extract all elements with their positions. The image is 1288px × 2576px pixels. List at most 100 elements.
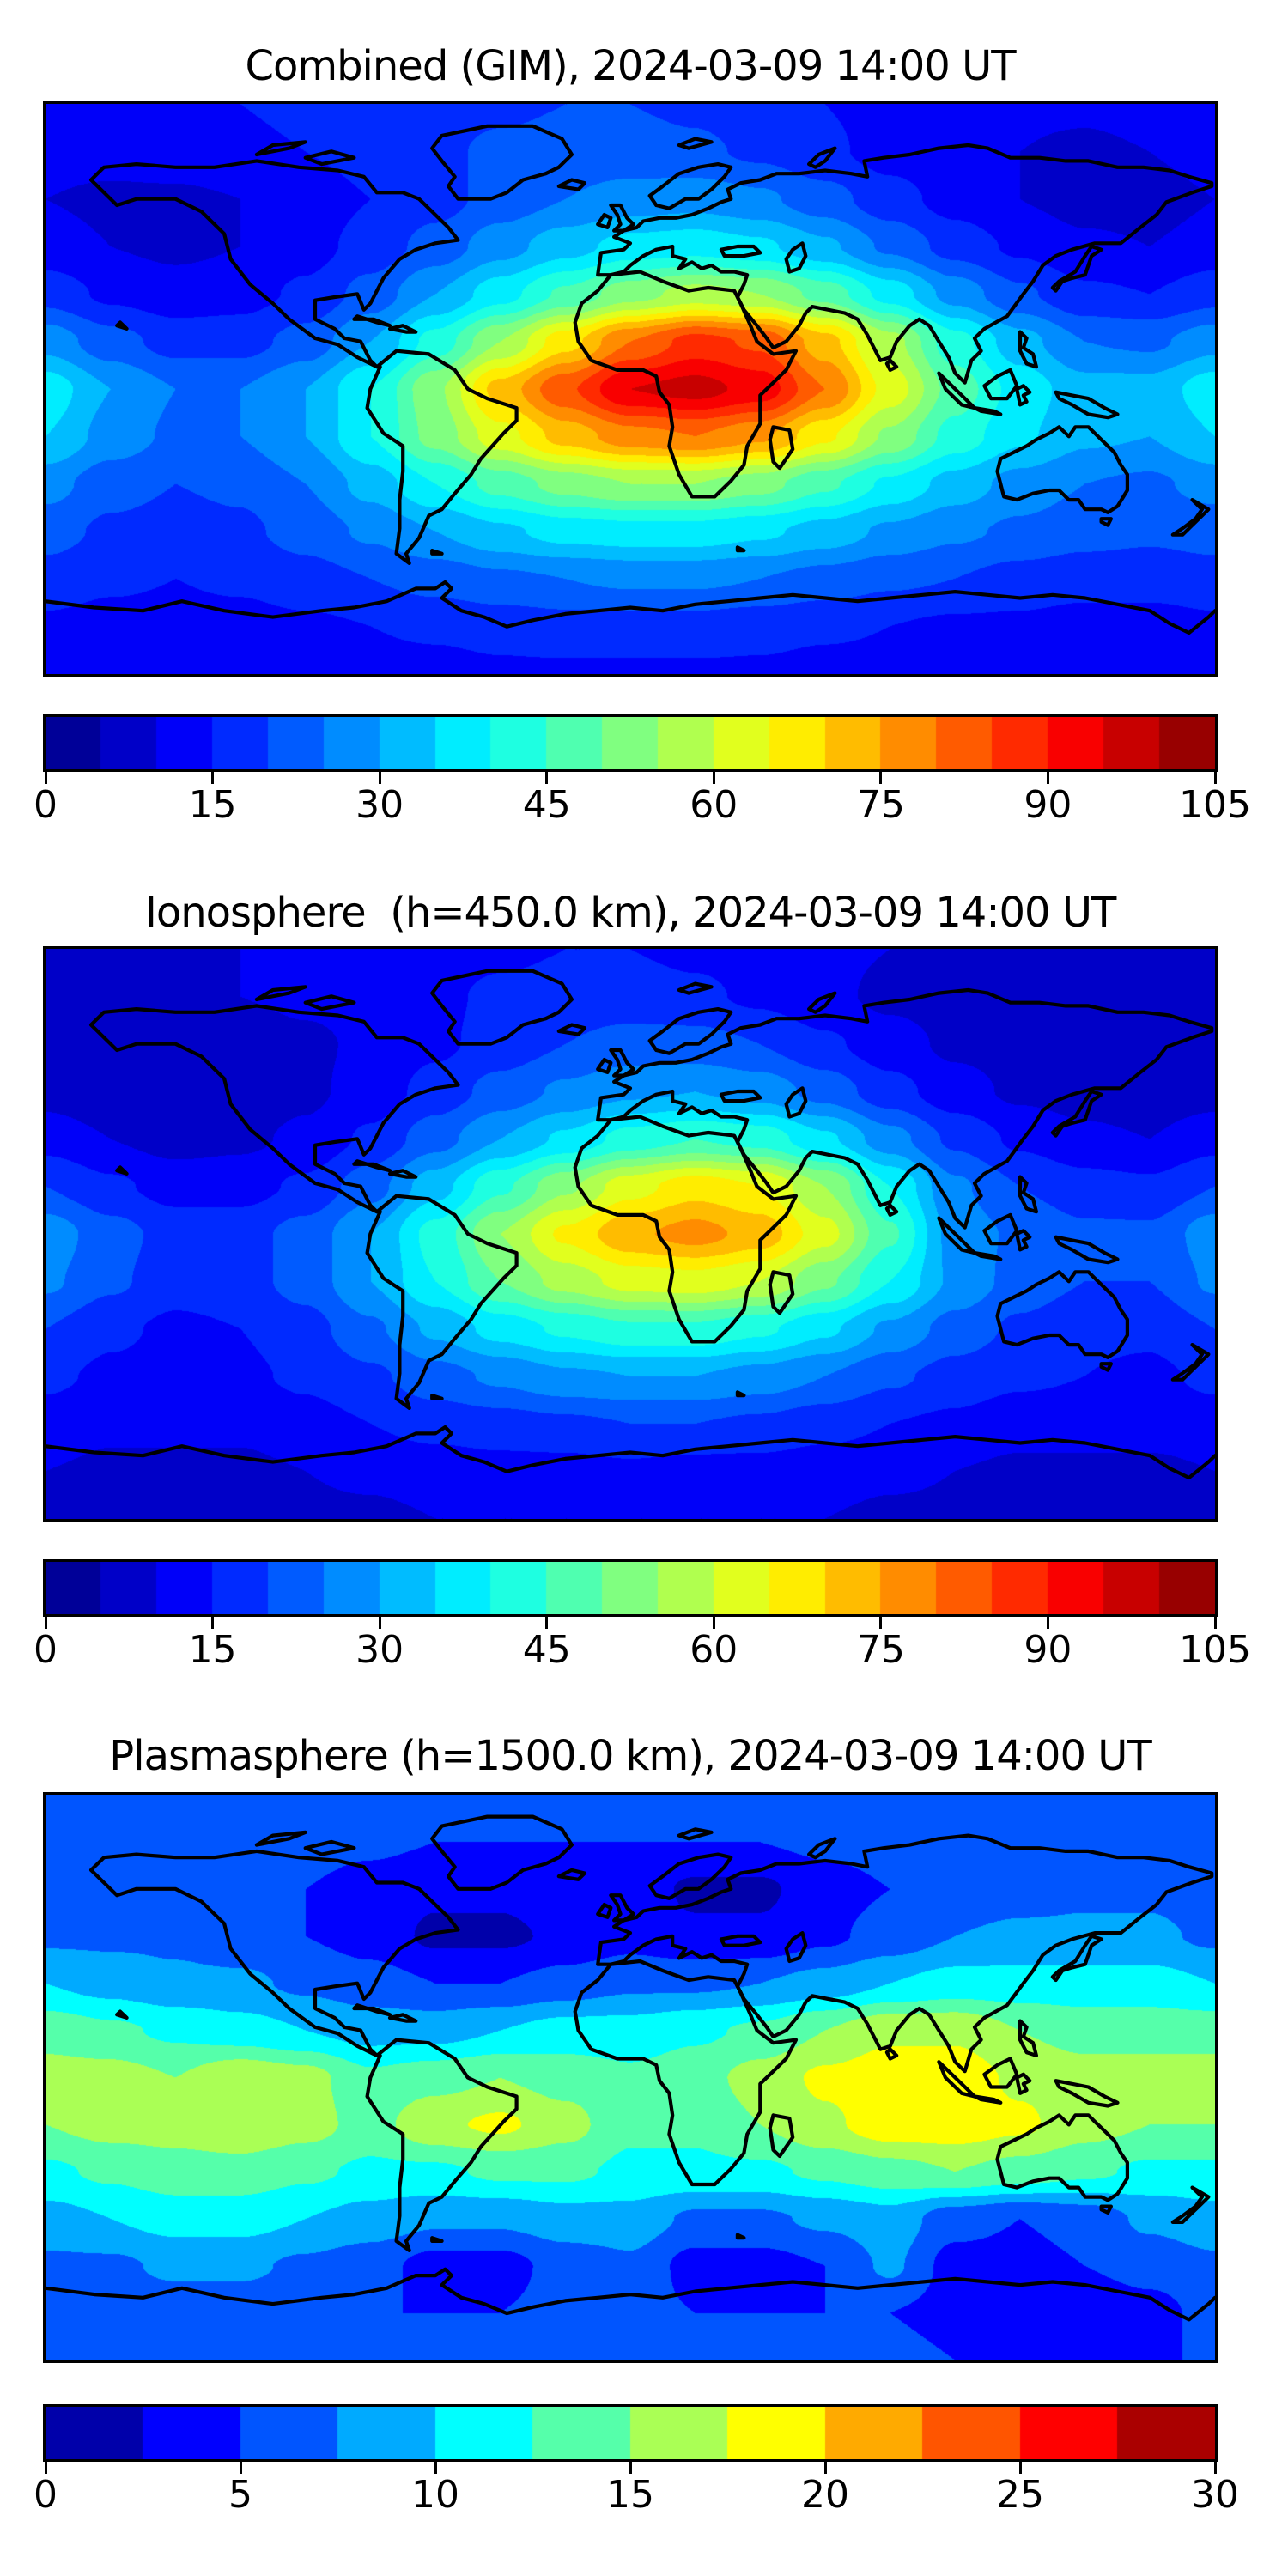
colorbar-tick: [378, 1617, 381, 1629]
colorbar-tick-label: 15: [188, 783, 237, 827]
coastline-path: [430, 1814, 574, 1891]
coastline-path: [303, 149, 356, 167]
coastline-path: [1015, 1229, 1032, 1252]
colorbar-tick-label: 45: [522, 1628, 571, 1672]
coastline-path: [1015, 384, 1032, 407]
colorbar-tick-label: 75: [856, 1628, 905, 1672]
coastline-path: [884, 1203, 899, 1217]
coastline-path: [807, 991, 837, 1014]
colorbar-tick: [44, 1617, 47, 1629]
coastline-path: [573, 1115, 799, 1344]
coastline-path: [1099, 517, 1113, 527]
coastline-path: [1099, 1362, 1113, 1372]
colorbar-tick: [44, 772, 47, 784]
coastline-path: [596, 987, 1214, 1230]
coastline-path: [972, 1251, 1003, 1261]
coastline-path: [430, 124, 574, 201]
colorbar-tick-label: 10: [411, 2473, 459, 2517]
colorbar-tick: [1046, 1617, 1049, 1629]
colorbar-tick: [44, 2462, 47, 2474]
coastline-path: [719, 1089, 762, 1103]
colorbar-tick: [712, 1617, 715, 1629]
coastline-path: [352, 314, 392, 328]
colorbar-ticks-plasmasphere: 0 5 10 15 20 25 30: [33, 2462, 1239, 2530]
colorbar-plasmasphere: [43, 2404, 1218, 2462]
coastline-path: [556, 178, 587, 191]
colorbar-tick-label: 30: [355, 783, 404, 827]
coastline-path: [677, 1827, 714, 1841]
colorbar-tick: [1213, 1617, 1217, 1629]
coastline-path: [46, 2267, 1215, 2322]
colorbar-tick-label: 90: [1024, 783, 1072, 827]
colorbar-tick: [1213, 772, 1217, 784]
coastline-path: [609, 203, 635, 233]
colorbar-tick: [434, 2462, 437, 2474]
coastline-path: [768, 425, 795, 471]
colorbar-tick: [629, 2462, 632, 2474]
coastline-path: [768, 1270, 795, 1315]
coastline-path: [46, 1425, 1215, 1480]
colorbar-tick-label: 5: [228, 2473, 252, 2517]
coastline-path: [352, 2003, 392, 2017]
coastline-path: [596, 1903, 613, 1919]
colorbar-tick: [211, 1617, 215, 1629]
coastline-path: [982, 2057, 1019, 2089]
coastline-path: [1054, 2079, 1120, 2108]
coastline-path: [735, 1390, 746, 1398]
colorbar-canvas-combined: [46, 717, 1215, 769]
coastline-overlay-combined: [46, 124, 1215, 635]
coastline-path: [647, 1007, 733, 1055]
colorbar-tick: [879, 1617, 883, 1629]
coastline-path: [937, 2060, 977, 2099]
coastline-path: [609, 1893, 635, 1923]
coastline-path: [365, 2038, 519, 2252]
panel-title-ionosphere: Ionosphere (h=450.0 km), 2024-03-09 14:0…: [144, 889, 1117, 937]
coastline-path: [937, 1216, 977, 1255]
coastline-path: [972, 2094, 1003, 2105]
coastline-path: [1054, 1235, 1120, 1265]
coastline-path: [115, 1165, 129, 1176]
coastline-path: [677, 981, 714, 995]
coastline-path: [1170, 498, 1211, 537]
coastline-path: [768, 2113, 795, 2159]
coastline-path: [719, 244, 762, 258]
colorbar-tick: [378, 772, 381, 784]
colorbar-tick: [712, 772, 715, 784]
coastline-path: [784, 1931, 808, 1964]
coastline-path: [1050, 244, 1103, 293]
coastline-path: [995, 2113, 1129, 2202]
panel-title-combined: Combined (GIM), 2024-03-09 14:00 UT: [245, 42, 1016, 90]
coastline-path: [1018, 1175, 1038, 1214]
colorbar-tick-label: 15: [188, 1628, 237, 1672]
coastline-overlay-plasmasphere: [46, 1814, 1215, 2322]
coastline-path: [573, 270, 799, 499]
colorbar-canvas-ionosphere: [46, 1562, 1215, 1614]
coastline-path: [972, 406, 1003, 416]
colorbar-ticks-combined: 0 15 30 45 60 75 90 105: [33, 772, 1251, 841]
colorbar-tick: [823, 2462, 827, 2474]
colorbar-tick-label: 25: [996, 2473, 1044, 2517]
coastline-path: [46, 580, 1215, 635]
coastline-path: [556, 1023, 587, 1036]
colorbar-tick-label: 20: [801, 2473, 849, 2517]
coastline-path: [1015, 2072, 1032, 2095]
coastline-path: [88, 159, 460, 369]
colorbar-ionosphere: [43, 1559, 1218, 1617]
colorbar-tick-label: 30: [355, 1628, 404, 1672]
coastline-path: [995, 1270, 1129, 1359]
colorbar-combined: [43, 714, 1218, 772]
coastline-path: [677, 137, 714, 150]
coastline-path: [807, 1837, 837, 1860]
colorbar-canvas-plasmasphere: [46, 2407, 1215, 2459]
coastline-path: [352, 1159, 392, 1173]
coastline-path: [784, 1086, 808, 1119]
colorbar-tick-label: 105: [1179, 1628, 1251, 1672]
coastline-path: [995, 425, 1129, 514]
colorbar-tick-label: 105: [1179, 783, 1251, 827]
coastline-path: [430, 2236, 444, 2243]
coastline-path: [88, 1849, 460, 2057]
coastline-path: [596, 1833, 1214, 2074]
colorbar-tick-label: 90: [1024, 1628, 1072, 1672]
coastline-path: [884, 2047, 899, 2061]
